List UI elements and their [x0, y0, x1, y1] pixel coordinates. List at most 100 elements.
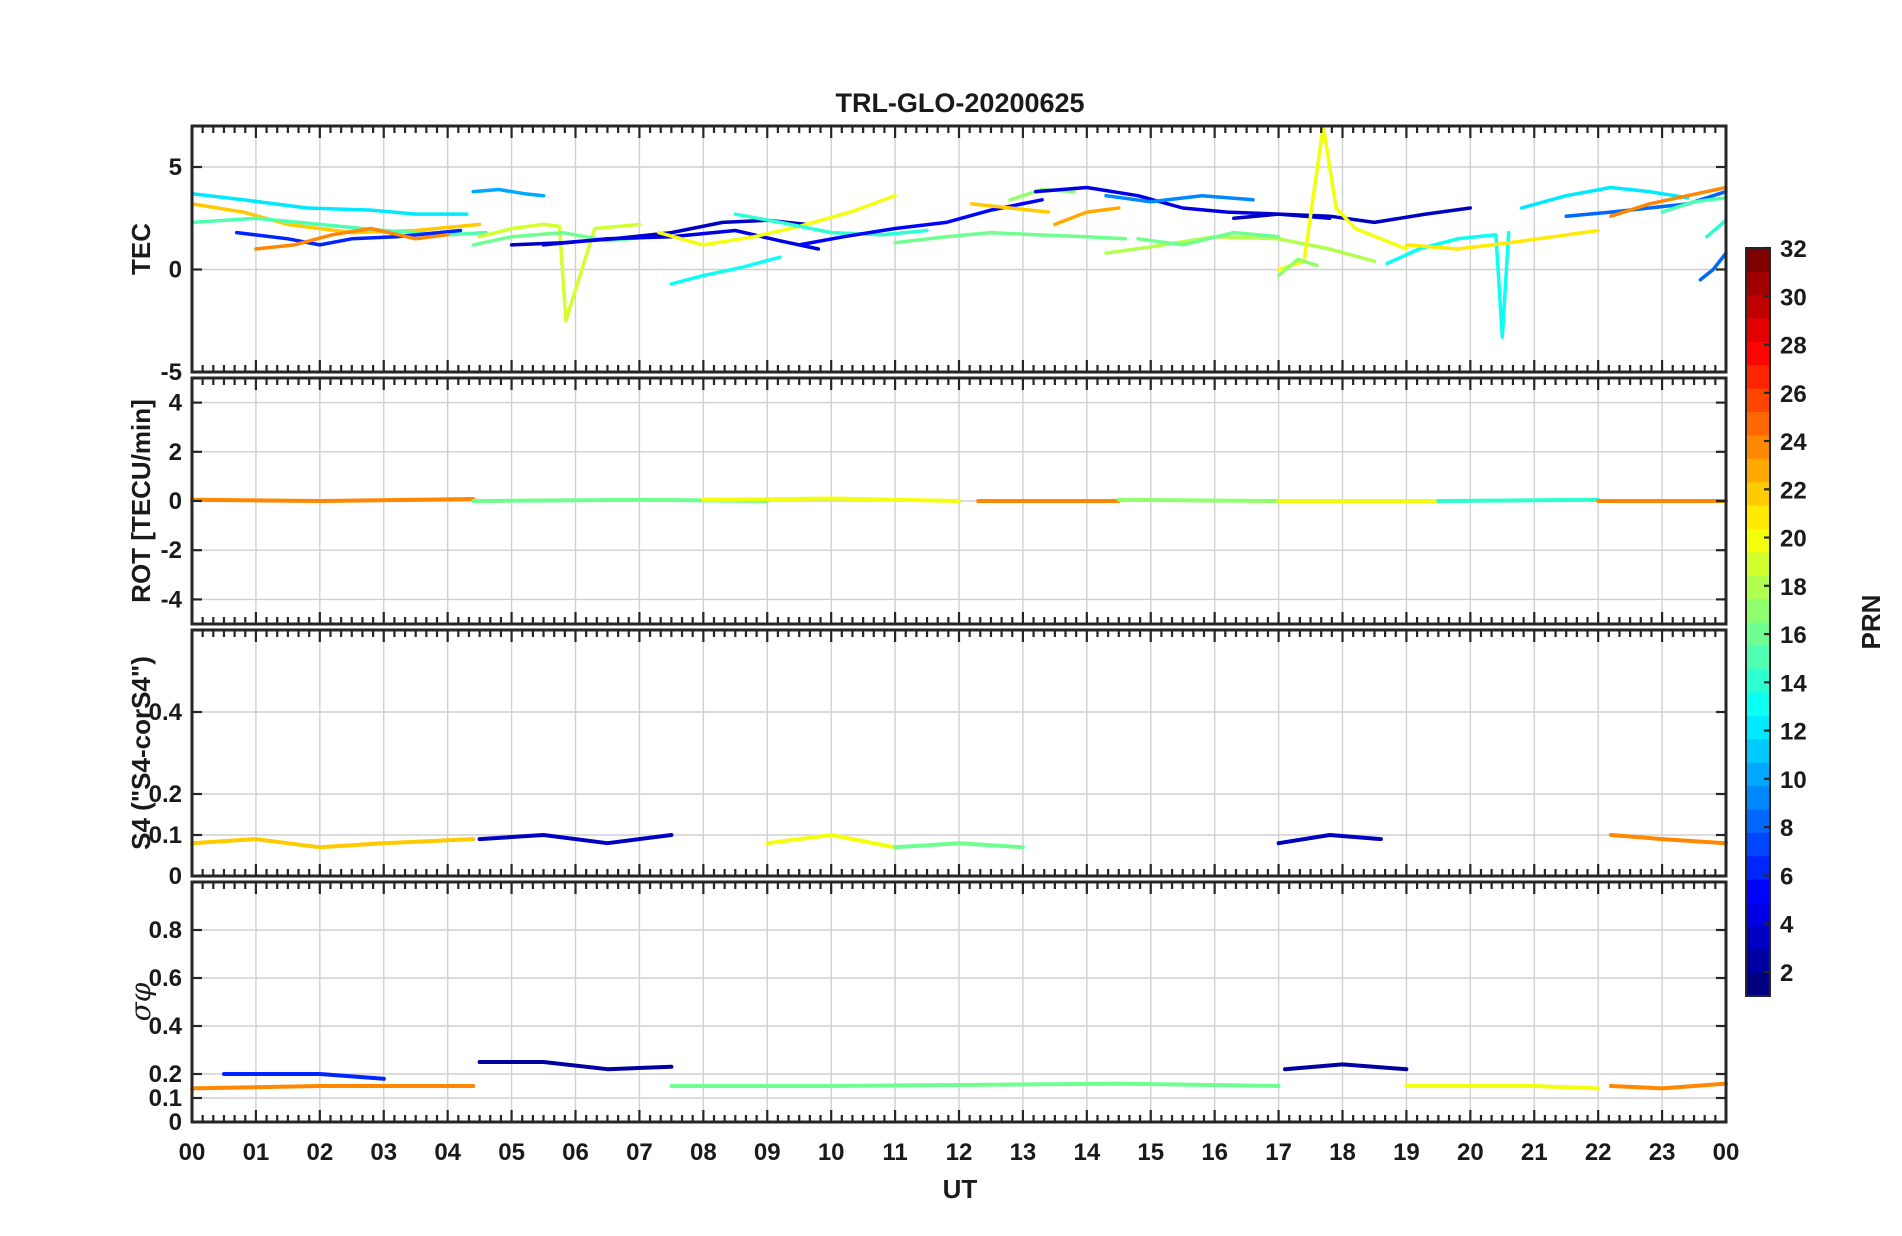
x-axis-label: UT: [943, 1174, 978, 1204]
colorbar-tick-label: 14: [1780, 670, 1807, 697]
colorbar-segment: [1746, 388, 1770, 413]
colorbar-tick-label: 24: [1780, 429, 1807, 456]
colorbar-tick-label: 12: [1780, 719, 1807, 746]
y-tick-label: 0: [169, 863, 182, 890]
series-line-tec: [190, 191, 469, 216]
y-axis-label-rot: ROT [TECU/min]: [126, 399, 156, 603]
series-line-tec: [669, 255, 782, 286]
colorbar-segment: [1746, 925, 1770, 950]
colorbar-tick-label: 10: [1780, 767, 1807, 794]
series-line-tec: [1519, 185, 1690, 210]
colorbar-tick-label: 8: [1780, 815, 1793, 842]
series-line-tec: [1276, 257, 1319, 278]
y-tick-label: 0.2: [149, 781, 182, 808]
colorbar-segment: [1746, 949, 1770, 974]
series-line-tec: [1136, 230, 1281, 247]
series-line-rot: [701, 496, 961, 503]
colorbar-segment: [1746, 668, 1770, 693]
colorbar-tick-label: 2: [1780, 960, 1793, 987]
x-tick-label: 03: [370, 1139, 397, 1166]
series-line-rot: [1116, 497, 1281, 503]
colorbar-segment: [1746, 481, 1770, 506]
series-line-tec: [471, 187, 546, 198]
colorbar-frame: [1745, 247, 1771, 997]
series-line-tec: [1104, 234, 1377, 264]
y-tick-label: 0.4: [149, 699, 183, 726]
y-tick-label: 5: [169, 154, 182, 181]
colorbar-segment: [1746, 972, 1770, 997]
series-line-tec: [190, 202, 482, 235]
colorbar-tick-label: 18: [1780, 574, 1807, 601]
series-line-tec: [970, 202, 1051, 214]
colorbar-segment: [1746, 809, 1770, 833]
colorbar-segment: [1746, 528, 1770, 553]
colorbar-label: PRN: [1856, 595, 1886, 650]
data-series: [190, 124, 1728, 1091]
series-line-rot: [1436, 497, 1601, 503]
colorbar-tick-label: 30: [1780, 284, 1807, 311]
colorbar-segment: [1746, 645, 1770, 670]
colorbar-tick-label: 22: [1780, 477, 1807, 504]
series-line-tec: [477, 222, 642, 323]
series-line-sigma: [669, 1081, 1281, 1088]
panel-frame-s4: [190, 628, 1728, 878]
panel-frame-rot: [190, 376, 1728, 626]
series-line-tec: [1660, 196, 1728, 214]
colorbar-segment: [1746, 738, 1770, 763]
series-line-tec: [254, 226, 450, 251]
panel-frames: [190, 124, 1728, 1124]
y-tick-label: 2: [169, 439, 182, 466]
x-tick-label: 22: [1585, 1139, 1612, 1166]
series-line-tec: [1698, 251, 1728, 282]
x-tick-label: 08: [690, 1139, 717, 1166]
colorbar-segment: [1746, 294, 1770, 319]
x-tick-label: 05: [498, 1139, 525, 1166]
series-line-s4: [1608, 833, 1728, 846]
y-tick-label: -4: [161, 586, 183, 613]
colorbar-segment: [1746, 622, 1770, 646]
x-tick-label: 02: [306, 1139, 333, 1166]
colorbar-tick-label: 20: [1780, 526, 1807, 553]
y-tick-label: 0.2: [149, 1061, 182, 1088]
colorbar-segment: [1746, 762, 1770, 787]
y-tick-label: -2: [161, 537, 182, 564]
series-line-sigma: [1283, 1062, 1409, 1072]
x-tick-label: 04: [434, 1139, 461, 1166]
y-tick-label: 0.6: [149, 965, 182, 992]
series-line-s4: [765, 833, 898, 850]
series-line-tec: [1053, 206, 1121, 227]
chart-title: TRL-GLO-20200625: [835, 88, 1084, 118]
colorbar-segment: [1746, 715, 1770, 740]
x-tick-label: 06: [562, 1139, 589, 1166]
y-tick-label: 0: [169, 488, 182, 515]
x-tick-label: 00: [1713, 1139, 1740, 1166]
series-line-tec: [190, 216, 488, 237]
colorbar-tick-label: 26: [1780, 381, 1807, 408]
colorbar-segment: [1746, 902, 1770, 927]
colorbar-segment: [1746, 692, 1770, 716]
x-tick-label: 13: [1010, 1139, 1037, 1166]
x-tick-label: 01: [243, 1139, 270, 1166]
colorbar-tick-label: 32: [1780, 236, 1807, 263]
series-line-s4: [477, 833, 674, 846]
colorbar-segment: [1746, 832, 1770, 857]
x-tick-label: 15: [1137, 1139, 1164, 1166]
x-tick-label: 10: [818, 1139, 845, 1166]
colorbar-segment: [1746, 458, 1770, 483]
panel-frame-tec: [190, 124, 1728, 374]
y-tick-label: 0.1: [149, 1085, 182, 1112]
series-line-tec: [1404, 228, 1600, 251]
series-line-tec: [541, 228, 821, 251]
colorbar-segment: [1746, 598, 1770, 623]
colorbar-segment: [1746, 551, 1770, 576]
x-tick-label: 12: [946, 1139, 973, 1166]
colorbar-tick-label: 4: [1780, 912, 1794, 939]
colorbar-segment: [1746, 248, 1770, 272]
series-line-tec: [893, 230, 1127, 245]
x-tick-label: 20: [1457, 1139, 1484, 1166]
x-tick-label: 11: [882, 1139, 907, 1166]
colorbar-segment: [1746, 364, 1770, 389]
series-line-tec: [733, 212, 929, 237]
